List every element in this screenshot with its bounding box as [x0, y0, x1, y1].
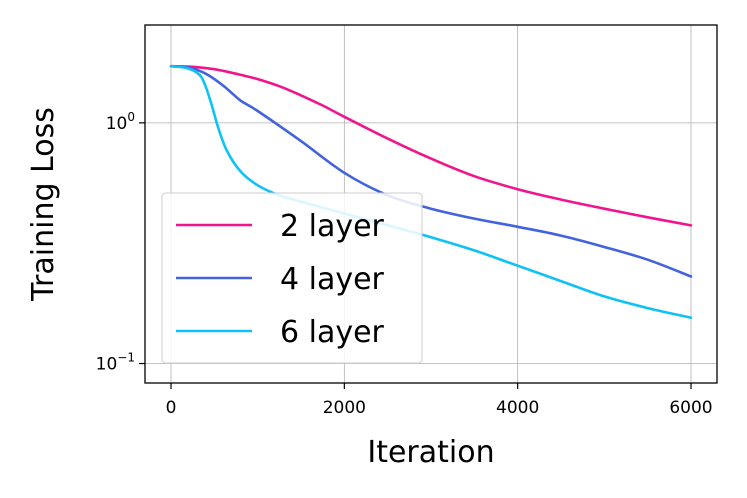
- x-axis-label: Iteration: [367, 435, 494, 470]
- y-tick-label: 10−1: [96, 351, 135, 375]
- legend-label-1: 2 layer: [280, 209, 385, 244]
- legend-label-3: 6 layer: [280, 315, 385, 350]
- y-axis-label: Training Loss: [26, 107, 61, 302]
- legend-box: [161, 192, 423, 364]
- legend: 2 layer 4 layer 6 layer: [161, 192, 423, 364]
- y-tick-label: 100: [106, 110, 135, 134]
- series-line-1: [169, 64, 693, 227]
- series-line-2: [169, 64, 693, 278]
- legend-label-2: 4 layer: [280, 262, 385, 297]
- x-tick-label: 6000: [669, 398, 712, 418]
- x-tick-label: 4000: [496, 398, 539, 418]
- plot-frame: [144, 24, 718, 384]
- x-tick-label: 2000: [323, 398, 366, 418]
- x-tick-label: 0: [166, 398, 177, 418]
- axis-ticks: 0 2000 4000 6000 100 10−1: [96, 110, 713, 418]
